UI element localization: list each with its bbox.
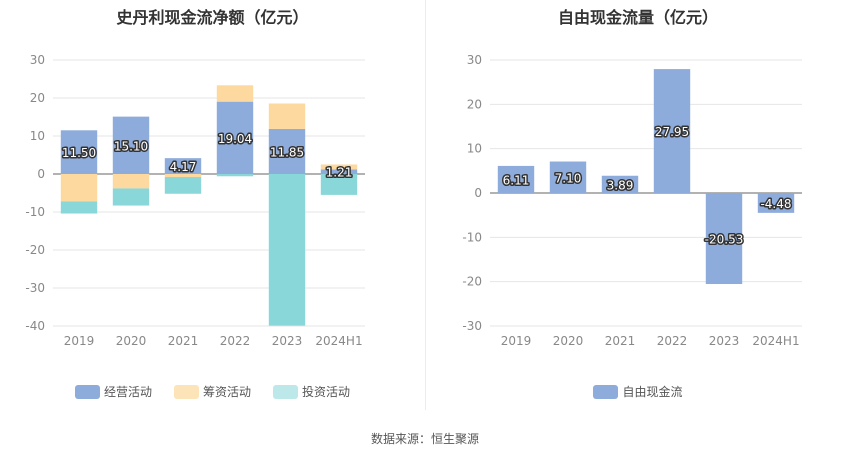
bar-2[interactable] xyxy=(320,164,358,170)
x-tick-label: 2020 xyxy=(553,334,584,348)
x-tick-label: 2023 xyxy=(709,334,740,348)
y-tick-label: 30 xyxy=(467,53,482,67)
bar-1[interactable] xyxy=(320,169,358,174)
legend-label-operating: 经营活动 xyxy=(103,385,152,399)
data-label: -4.48 xyxy=(760,197,791,211)
x-tick-label: 2020 xyxy=(116,334,147,348)
bar-1[interactable] xyxy=(705,193,743,285)
bar-1[interactable] xyxy=(164,158,202,174)
legend-item-investing[interactable]: 投资活动 xyxy=(273,383,350,400)
bar-1[interactable] xyxy=(653,69,691,193)
x-tick-label: 2019 xyxy=(64,334,95,348)
legend-swatch-operating xyxy=(74,384,100,399)
data-label: 11.50 xyxy=(62,146,96,160)
right-chart-legend: 自由现金流 xyxy=(426,383,850,400)
bar-2[interactable] xyxy=(60,174,98,202)
y-tick-label: 10 xyxy=(30,129,45,143)
x-tick-label: 2024H1 xyxy=(315,334,362,348)
y-tick-label: 0 xyxy=(474,186,482,200)
data-label: 3.89 xyxy=(607,178,634,192)
x-tick-label: 2024H1 xyxy=(752,334,799,348)
bar-3[interactable] xyxy=(268,174,306,326)
bar-2[interactable] xyxy=(164,174,202,178)
bar-1[interactable] xyxy=(112,116,150,174)
right-chart-title: 自由现金流量（亿元） xyxy=(557,8,718,27)
right-chart-panel: 自由现金流量（亿元） 30 20 10 0 -10 -20 -30 2019 2020 2021 2… xyxy=(426,0,850,410)
legend-label-investing: 投资活动 xyxy=(302,385,351,399)
y-tick-label: 10 xyxy=(467,142,482,156)
bar-3[interactable] xyxy=(164,177,202,194)
x-tick-label: 2022 xyxy=(220,334,251,348)
x-tick-label: 2019 xyxy=(501,334,532,348)
legend-swatch-financing xyxy=(173,384,199,399)
y-tick-label: -10 xyxy=(25,205,45,219)
bar-1[interactable] xyxy=(60,130,98,174)
legend-item-operating[interactable]: 经营活动 xyxy=(74,383,152,400)
y-tick-label: 0 xyxy=(37,167,45,181)
y-tick-label: -20 xyxy=(25,243,45,257)
right-chart-plot: 30 20 10 0 -10 -20 -30 2019 2020 2021 2022 2023 2024… xyxy=(462,53,802,348)
panel-divider xyxy=(425,0,426,410)
data-label: 19.04 xyxy=(218,132,252,146)
bar-2[interactable] xyxy=(112,174,150,189)
data-label: 6.11 xyxy=(503,173,530,187)
bar-1[interactable] xyxy=(268,128,306,174)
bar-3[interactable] xyxy=(216,174,254,177)
left-chart-title: 史丹利现金流净额（亿元） xyxy=(116,8,309,27)
y-tick-label: -20 xyxy=(462,275,482,289)
y-tick-label: -30 xyxy=(25,281,45,295)
bar-1[interactable] xyxy=(601,175,639,193)
x-tick-label: 2022 xyxy=(657,334,688,348)
data-label: 27.95 xyxy=(655,125,689,139)
bar-1[interactable] xyxy=(549,161,587,193)
bar-3[interactable] xyxy=(112,188,150,206)
legend-swatch-investing xyxy=(273,384,298,399)
y-tick-label: 30 xyxy=(30,53,45,67)
bar-1[interactable] xyxy=(497,165,535,193)
y-tick-label: -10 xyxy=(462,230,482,244)
data-label: 15.10 xyxy=(114,139,148,153)
bar-2[interactable] xyxy=(216,85,254,102)
bar-3[interactable] xyxy=(60,201,98,214)
data-label: 1.21 xyxy=(326,166,353,180)
x-tick-label: 2021 xyxy=(605,334,636,348)
left-chart-panel: 史丹利现金流净额（亿元） 30 20 10 0 -10 -20 -30 -40 2019 2020… xyxy=(0,0,425,410)
y-tick-label: -30 xyxy=(462,319,482,333)
y-tick-label: -40 xyxy=(25,319,45,333)
y-tick-label: 20 xyxy=(30,91,45,105)
x-tick-label: 2021 xyxy=(168,334,199,348)
left-chart-plot: 30 20 10 0 -10 -20 -30 -40 2019 2020 2021 2022 2023 2… xyxy=(25,53,365,348)
data-label: 7.10 xyxy=(555,171,582,185)
bar-3[interactable] xyxy=(320,174,358,195)
legend-label-free-cash-flow: 自由现金流 xyxy=(622,385,683,399)
data-label: 4.17 xyxy=(170,160,197,174)
x-tick-label: 2023 xyxy=(272,334,303,348)
left-chart-legend: 经营活动 筹资活动 投资活动 xyxy=(0,383,425,400)
legend-item-financing[interactable]: 筹资活动 xyxy=(173,383,251,400)
data-source-note: 数据来源：恒生聚源 xyxy=(370,432,479,446)
bar-1[interactable] xyxy=(757,193,795,213)
data-label: -20.53 xyxy=(705,233,744,247)
data-label: 11.85 xyxy=(270,145,304,159)
bar-1[interactable] xyxy=(216,101,254,174)
bar-2[interactable] xyxy=(268,103,306,129)
legend-item-free-cash-flow[interactable]: 自由现金流 xyxy=(593,383,683,400)
y-tick-label: 20 xyxy=(467,97,482,111)
legend-label-financing: 筹资活动 xyxy=(202,385,251,399)
legend-swatch-free-cash-flow xyxy=(593,384,619,399)
